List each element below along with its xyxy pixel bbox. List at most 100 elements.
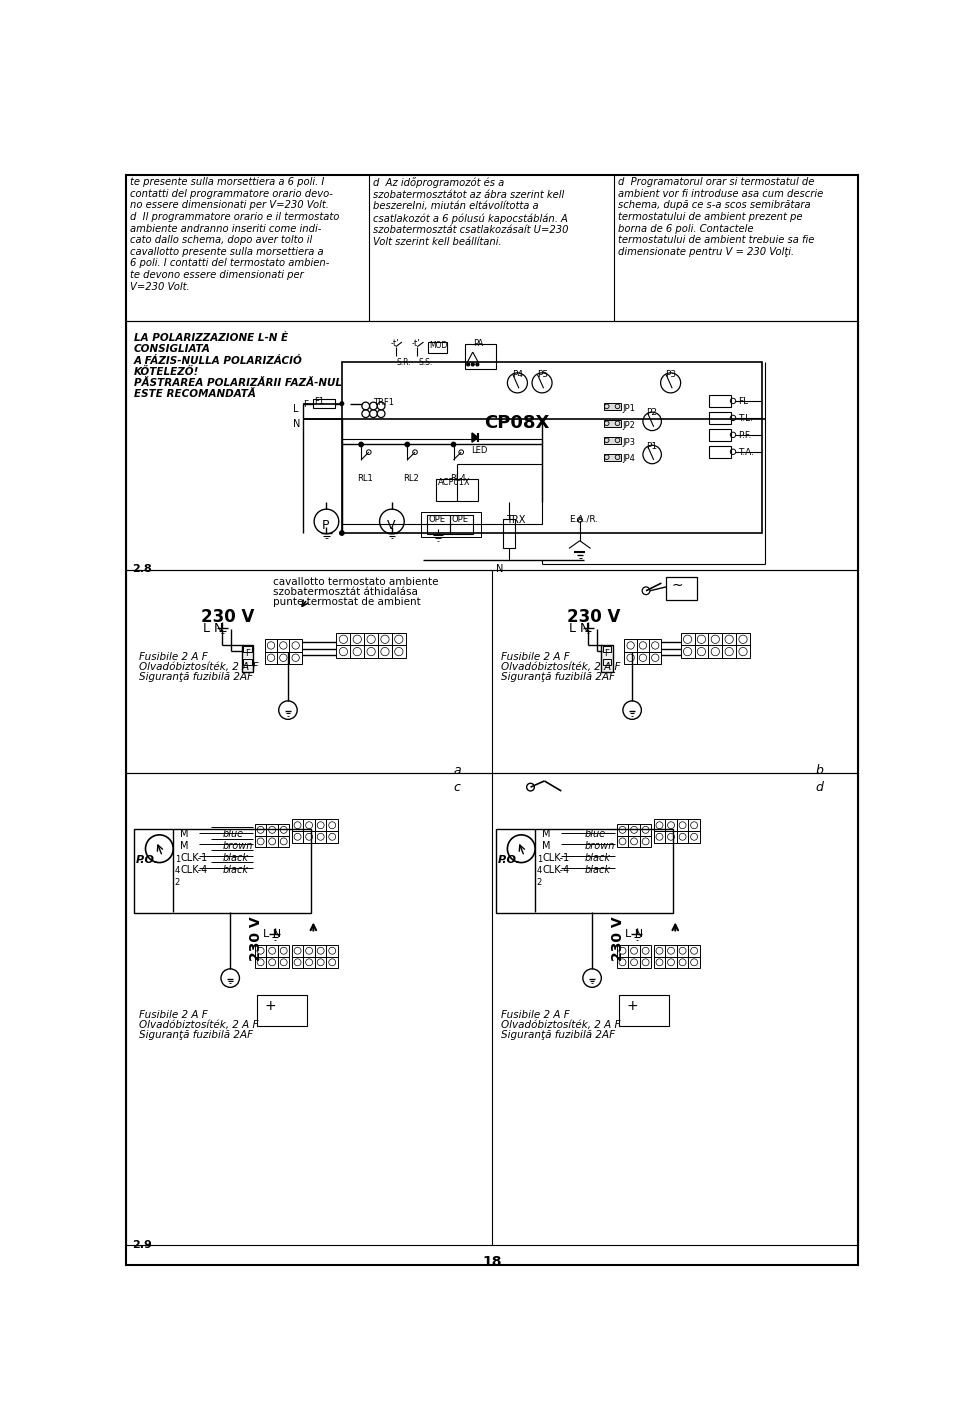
Bar	[315, 831, 326, 843]
Bar	[290, 652, 301, 665]
Bar	[628, 836, 639, 847]
Bar	[336, 646, 350, 657]
Bar	[315, 820, 326, 831]
Text: PA: PA	[472, 339, 483, 348]
Bar	[665, 831, 677, 843]
Text: T.L.: T.L.	[738, 414, 754, 422]
Bar	[303, 945, 315, 957]
Bar	[303, 957, 315, 968]
Bar	[654, 957, 665, 968]
Text: L N: L N	[625, 928, 643, 938]
Bar	[677, 957, 688, 968]
Text: RL4: RL4	[449, 473, 466, 483]
Text: F1: F1	[314, 398, 324, 406]
Bar	[636, 652, 649, 665]
Text: Fusibile 2 A F: Fusibile 2 A F	[501, 652, 570, 662]
Bar	[364, 646, 378, 657]
Circle shape	[359, 442, 364, 446]
Text: brown: brown	[223, 841, 252, 851]
Bar	[639, 824, 652, 836]
Bar	[392, 633, 406, 646]
Text: V: V	[387, 519, 396, 532]
Text: L: L	[294, 404, 299, 414]
Text: JP1: JP1	[622, 404, 635, 412]
Bar	[278, 945, 290, 957]
Bar	[257, 995, 307, 1025]
Text: szobatermosztát áthidalása: szobatermosztát áthidalása	[273, 588, 418, 597]
Text: M: M	[542, 830, 550, 840]
Bar	[681, 646, 694, 657]
Text: 4: 4	[537, 867, 541, 876]
Bar	[326, 945, 338, 957]
Bar	[722, 633, 736, 646]
Text: c: c	[453, 781, 461, 794]
Bar	[654, 945, 665, 957]
Text: 1: 1	[537, 854, 541, 864]
Bar	[654, 820, 665, 831]
Text: P.O.: P.O.	[136, 854, 159, 866]
Bar	[326, 957, 338, 968]
Bar	[603, 659, 612, 665]
Bar	[350, 633, 364, 646]
Bar	[496, 830, 673, 913]
Bar	[364, 633, 378, 646]
Bar	[436, 479, 478, 501]
Text: Siguranţă fuzibilă 2AF: Siguranţă fuzibilă 2AF	[139, 673, 253, 683]
Text: 18: 18	[482, 1255, 502, 1269]
Text: Siguranţă fuzibilă 2AF: Siguranţă fuzibilă 2AF	[501, 1031, 615, 1041]
Circle shape	[471, 362, 474, 366]
Text: 2: 2	[537, 878, 541, 887]
Text: TRF1: TRF1	[373, 398, 395, 408]
Text: S.S.: S.S.	[418, 358, 432, 368]
Text: LED: LED	[471, 446, 488, 455]
Bar	[254, 836, 266, 847]
Bar	[616, 945, 628, 957]
Bar	[426, 515, 449, 533]
Text: F: F	[303, 399, 308, 409]
Text: P2: P2	[646, 408, 657, 418]
Text: P5: P5	[537, 369, 548, 379]
Text: blue: blue	[585, 830, 606, 840]
Text: 230 V: 230 V	[201, 609, 254, 626]
Text: M: M	[542, 841, 550, 851]
Text: $\sim$: $\sim$	[669, 578, 684, 590]
Text: ACF01X: ACF01X	[438, 478, 470, 488]
Bar	[616, 957, 628, 968]
Bar	[709, 446, 731, 458]
Text: P.O.: P.O.	[498, 854, 521, 866]
Circle shape	[340, 530, 344, 535]
Bar	[292, 957, 303, 968]
Text: d: d	[815, 781, 824, 794]
Text: TRX: TRX	[506, 515, 525, 525]
Text: 230 V: 230 V	[250, 917, 263, 961]
Text: black: black	[223, 866, 249, 876]
Text: CLK-4: CLK-4	[180, 866, 207, 876]
Bar	[628, 945, 639, 957]
Bar	[649, 639, 661, 652]
Text: P: P	[322, 519, 329, 532]
Text: N: N	[496, 563, 503, 573]
Bar	[665, 945, 677, 957]
Bar	[677, 831, 688, 843]
Text: Olvadóbiztosíték, 2 A F: Olvadóbiztosíték, 2 A F	[501, 1021, 621, 1031]
Text: P1: P1	[646, 442, 658, 451]
Bar	[624, 652, 636, 665]
Bar	[624, 639, 636, 652]
Bar	[134, 830, 311, 913]
Bar	[315, 945, 326, 957]
Polygon shape	[472, 434, 478, 442]
Bar	[254, 957, 266, 968]
Text: P.F.: P.F.	[738, 431, 752, 439]
Text: RL1: RL1	[357, 473, 373, 483]
Bar	[290, 639, 301, 652]
Bar	[350, 646, 364, 657]
Bar	[639, 945, 652, 957]
Bar	[639, 957, 652, 968]
Text: 1: 1	[175, 854, 180, 864]
Text: Fusibile 2 A F: Fusibile 2 A F	[139, 652, 208, 662]
Text: M: M	[180, 841, 189, 851]
Bar	[278, 836, 290, 847]
Text: Fusibile 2 A F: Fusibile 2 A F	[139, 1011, 208, 1021]
Text: Olvadóbiztosíték, 2 A F: Olvadóbiztosíték, 2 A F	[501, 663, 621, 673]
Bar	[619, 995, 669, 1025]
